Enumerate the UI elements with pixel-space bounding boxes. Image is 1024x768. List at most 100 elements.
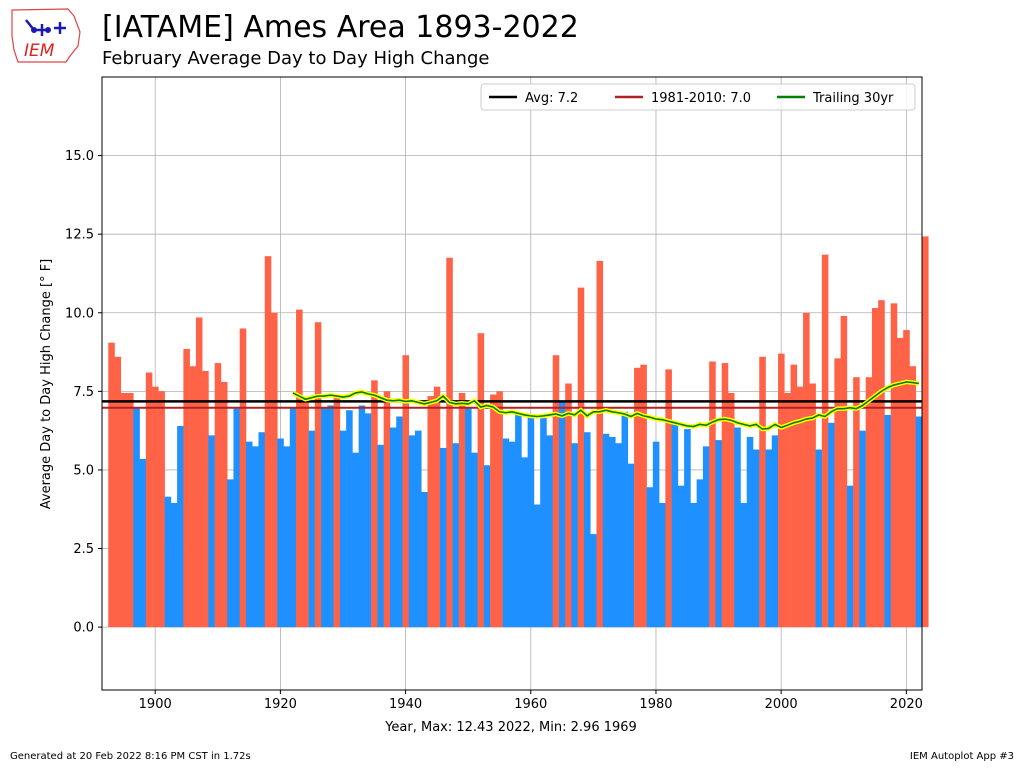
bar: [490, 394, 497, 628]
bar: [233, 408, 241, 628]
bar: [483, 465, 491, 628]
bar: [452, 443, 460, 628]
bar: [915, 416, 923, 628]
bar: [721, 363, 729, 628]
page-title: [IATAME] Ames Area 1893-2022: [102, 10, 579, 45]
bar: [321, 407, 328, 628]
x-tick-label: 1940: [389, 697, 422, 712]
bar: [208, 435, 215, 628]
bar: [252, 446, 259, 628]
bar: [139, 458, 147, 628]
bar: [158, 391, 165, 628]
bars: [108, 236, 929, 628]
bar: [195, 317, 203, 628]
bar: [577, 287, 585, 628]
bar: [740, 502, 748, 628]
bar: [471, 452, 478, 628]
legend: Avg: 7.2 1981-2010: 7.0 Trailing 30yr: [480, 83, 916, 111]
bar: [346, 410, 353, 628]
bar: [602, 433, 610, 628]
bar: [684, 429, 691, 628]
bar: [734, 427, 741, 628]
bar: [145, 372, 153, 628]
bar: [271, 312, 278, 628]
bar: [809, 383, 816, 628]
bar: [859, 430, 866, 628]
bar: [408, 435, 416, 628]
bar: [133, 407, 140, 628]
bar: [120, 392, 128, 628]
footer-generated: Generated at 20 Feb 2022 8:16 PM CST in …: [10, 751, 251, 762]
bar: [796, 386, 804, 628]
bar: [333, 396, 341, 628]
bar: [715, 440, 722, 628]
bar: [627, 463, 635, 628]
legend-label: Avg: 7.2: [525, 91, 578, 106]
bar: [389, 427, 397, 628]
bar: [302, 400, 309, 628]
bar: [327, 405, 334, 628]
bar: [277, 438, 284, 628]
reference-lines: [102, 400, 922, 409]
bar: [414, 430, 422, 628]
bar: [834, 358, 841, 628]
logo-text: IEM: [24, 41, 55, 61]
bar: [508, 441, 516, 628]
bar: [239, 328, 247, 628]
bar: [227, 479, 234, 628]
bar: [283, 446, 291, 628]
bar: [477, 333, 485, 628]
bar: [540, 418, 547, 628]
bar: [702, 446, 710, 628]
x-tick-label: 2020: [890, 697, 923, 712]
y-axis-label: Average Day to Day High Change [° F]: [39, 259, 54, 509]
bar: [828, 422, 835, 628]
bar: [871, 308, 879, 628]
bar: [752, 449, 760, 628]
bar: [458, 392, 466, 628]
bar: [596, 260, 604, 628]
bar: [496, 391, 503, 628]
bar: [152, 386, 159, 628]
ticks: 1900 1920 1940 1960 1980 2000 2020 0.0 2.5 5.0 7.5…: [65, 149, 923, 712]
bar: [784, 392, 791, 628]
bar: [264, 256, 272, 628]
bar: [759, 356, 766, 628]
bar: [177, 425, 184, 628]
bar: [621, 411, 629, 628]
bar: [746, 436, 754, 628]
iem-logo: IEM: [11, 8, 81, 63]
x-axis-label: Year, Max: 12.43 2022, Min: 2.96 1969: [384, 720, 637, 735]
bar: [727, 392, 735, 628]
bar: [659, 502, 666, 628]
bar: [865, 377, 873, 628]
x-tick-label: 1980: [639, 697, 672, 712]
bar: [634, 367, 641, 628]
trailing-line: [292, 381, 919, 430]
bar: [771, 435, 779, 628]
bar: [202, 370, 209, 628]
bar: [884, 414, 892, 628]
bar: [440, 447, 447, 628]
bar: [258, 432, 266, 628]
y-tick-label: 5.0: [73, 463, 94, 478]
bar: [427, 396, 435, 628]
bar: [878, 300, 885, 628]
bar: [527, 414, 535, 628]
bar: [821, 254, 829, 628]
bar: [922, 236, 929, 628]
bar: [646, 487, 654, 628]
bar: [164, 496, 172, 628]
x-tick-label: 1960: [514, 697, 547, 712]
bar: [803, 312, 810, 628]
bar: [533, 504, 541, 628]
bar: [364, 413, 372, 628]
legend-box: [480, 83, 916, 111]
axes: [101, 76, 923, 691]
bar: [502, 438, 510, 628]
bar: [583, 432, 591, 628]
footer-app: IEM Autoplot App #3: [909, 751, 1014, 762]
bar: [909, 366, 917, 628]
legend-label: 1981-2010: 7.0: [651, 91, 751, 106]
bar: [383, 391, 391, 628]
